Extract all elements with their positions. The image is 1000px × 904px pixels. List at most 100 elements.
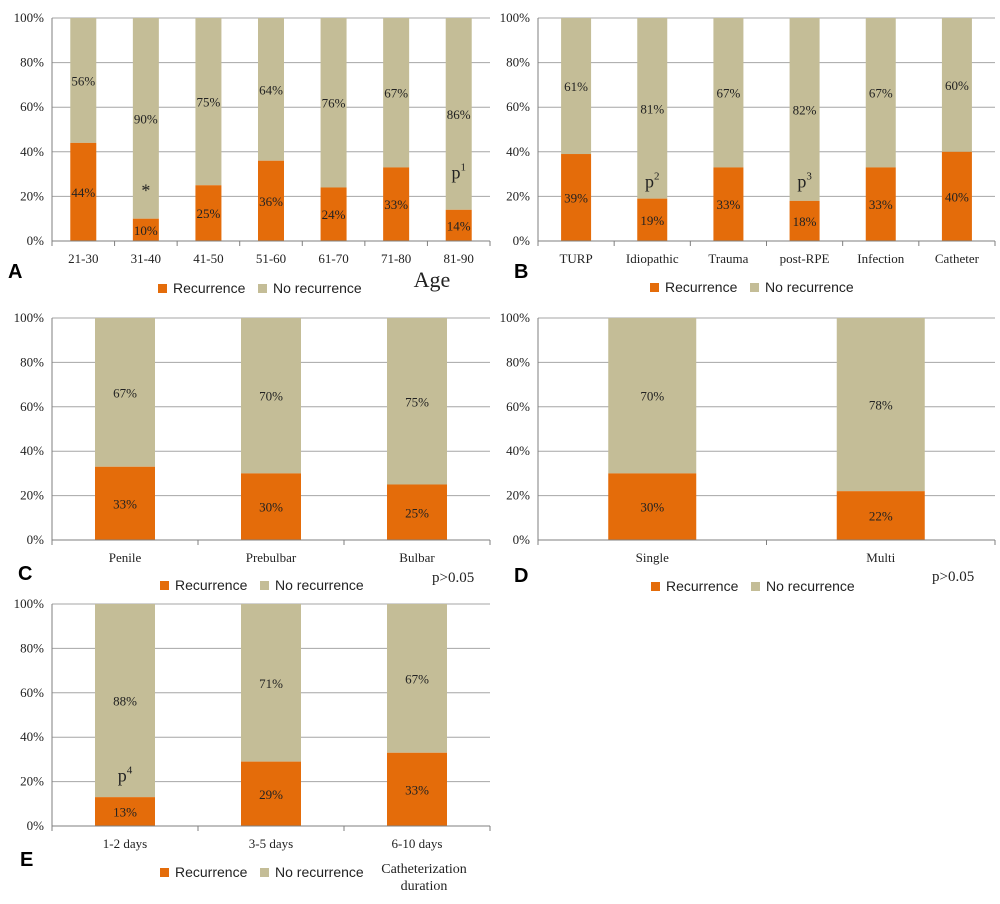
panel-e: 0% 20% 40% 60% 80% 100% 13% 88% 1-2 days 29% 71% 3-… — [14, 596, 491, 894]
x-axis-label-line: Catheterization — [381, 862, 467, 877]
bar-no-recurrence — [195, 18, 222, 186]
x-tick-label: Infection — [857, 251, 904, 266]
significance-note: p>0.05 — [932, 569, 974, 585]
bar-no-recurrence — [789, 18, 820, 201]
data-label-recurrence: 33% — [405, 782, 429, 797]
significance-annotation: * — [141, 180, 150, 200]
data-label-recurrence: 33% — [113, 496, 137, 511]
y-tick-label: 60% — [20, 399, 44, 414]
y-tick-label: 0% — [27, 818, 45, 833]
data-label-no-recurrence: 64% — [259, 82, 283, 97]
data-label-no-recurrence: 86% — [447, 107, 471, 122]
bar-recurrence — [445, 209, 472, 241]
bar-recurrence — [561, 154, 592, 241]
y-tick-label: 20% — [20, 774, 44, 789]
y-tick-label: 100% — [500, 10, 531, 25]
legend-swatch-no-recurrence — [751, 582, 760, 591]
panel-letter: C — [18, 563, 32, 585]
legend-label-recurrence: Recurrence — [173, 280, 246, 296]
panel-letter: A — [8, 261, 22, 283]
data-label-recurrence: 22% — [869, 509, 893, 524]
x-tick-label: Bulbar — [399, 550, 435, 565]
legend-swatch-recurrence — [651, 582, 660, 591]
y-tick-label: 0% — [27, 233, 45, 248]
bar-recurrence — [195, 185, 222, 241]
legend-swatch-recurrence — [160, 581, 169, 590]
annotation-text: * — [141, 180, 150, 200]
x-tick-label: 1-2 days — [103, 836, 147, 851]
data-label-no-recurrence: 70% — [640, 389, 664, 404]
data-label-no-recurrence: 71% — [259, 676, 283, 691]
data-label-recurrence: 36% — [259, 194, 283, 209]
bar-recurrence — [95, 466, 155, 540]
annotation-superscript: 3 — [806, 170, 812, 182]
x-tick-label: 3-5 days — [249, 836, 293, 851]
bar-recurrence — [258, 160, 284, 241]
bar-no-recurrence — [258, 18, 284, 161]
y-tick-label: 0% — [513, 532, 531, 547]
y-tick-label: 100% — [14, 596, 45, 611]
x-tick-label: 81-90 — [444, 251, 474, 266]
panel-b: 0% 20% 40% 60% 80% 100% 39% 61% TURP 19% 81% Idiopa… — [500, 10, 996, 295]
y-tick-label: 80% — [20, 55, 44, 70]
bar-recurrence — [70, 142, 97, 241]
annotation-superscript: 1 — [460, 162, 466, 174]
data-label-recurrence: 29% — [259, 787, 283, 802]
x-tick-label: Idiopathic — [626, 251, 679, 266]
y-tick-label: 60% — [506, 399, 530, 414]
x-tick-label: TURP — [559, 251, 592, 266]
data-label-no-recurrence: 60% — [945, 78, 969, 93]
bar-no-recurrence — [561, 18, 592, 155]
significance-annotation: p3 — [797, 170, 812, 191]
bar-recurrence — [383, 167, 410, 241]
data-label-recurrence: 24% — [322, 207, 346, 222]
data-label-recurrence: 39% — [564, 191, 588, 206]
data-label-no-recurrence: 61% — [564, 79, 588, 94]
data-label-recurrence: 33% — [869, 197, 893, 212]
annotation-text: p — [118, 766, 127, 786]
bar-no-recurrence — [241, 318, 301, 474]
bar-recurrence — [608, 473, 697, 540]
annotation-superscript: 2 — [654, 170, 660, 182]
y-tick-label: 60% — [506, 99, 530, 114]
x-tick-label: 6-10 days — [392, 836, 443, 851]
data-label-no-recurrence: 70% — [259, 389, 283, 404]
y-tick-label: 80% — [20, 354, 44, 369]
bar-no-recurrence — [865, 18, 896, 168]
y-tick-label: 40% — [506, 443, 530, 458]
legend-label-no-recurrence: No recurrence — [275, 864, 364, 880]
y-tick-label: 40% — [506, 144, 530, 159]
legend-label-no-recurrence: No recurrence — [275, 577, 364, 593]
data-label-no-recurrence: 75% — [405, 394, 429, 409]
x-tick-label: post-RPE — [780, 251, 830, 266]
data-label-no-recurrence: 88% — [113, 694, 137, 709]
bar-recurrence — [836, 491, 925, 540]
bar-no-recurrence — [637, 18, 668, 199]
x-tick-label: 21-30 — [68, 251, 98, 266]
data-label-recurrence: 19% — [640, 213, 664, 228]
bar-no-recurrence — [608, 318, 697, 474]
bar-recurrence — [95, 797, 155, 826]
x-axis-label-line: duration — [401, 879, 448, 894]
y-tick-label: 0% — [27, 532, 45, 547]
bar-no-recurrence — [320, 18, 347, 188]
y-tick-label: 100% — [500, 310, 531, 325]
data-label-no-recurrence: 76% — [322, 96, 346, 111]
data-label-no-recurrence: 56% — [71, 73, 95, 88]
annotation-text: p — [645, 171, 654, 191]
bar-recurrence — [941, 151, 972, 241]
data-label-recurrence: 13% — [113, 805, 137, 820]
y-tick-label: 60% — [20, 685, 44, 700]
y-tick-label: 40% — [20, 729, 44, 744]
data-label-no-recurrence: 67% — [113, 385, 137, 400]
y-tick-label: 60% — [20, 99, 44, 114]
legend-swatch-no-recurrence — [260, 581, 269, 590]
bar-recurrence — [637, 198, 668, 241]
y-tick-label: 0% — [513, 233, 531, 248]
bar-recurrence — [241, 473, 301, 540]
annotation-text: p — [451, 163, 460, 183]
y-tick-label: 20% — [506, 188, 530, 203]
bar-recurrence — [387, 752, 447, 826]
x-tick-label: 71-80 — [381, 251, 411, 266]
bar-no-recurrence — [95, 318, 155, 467]
